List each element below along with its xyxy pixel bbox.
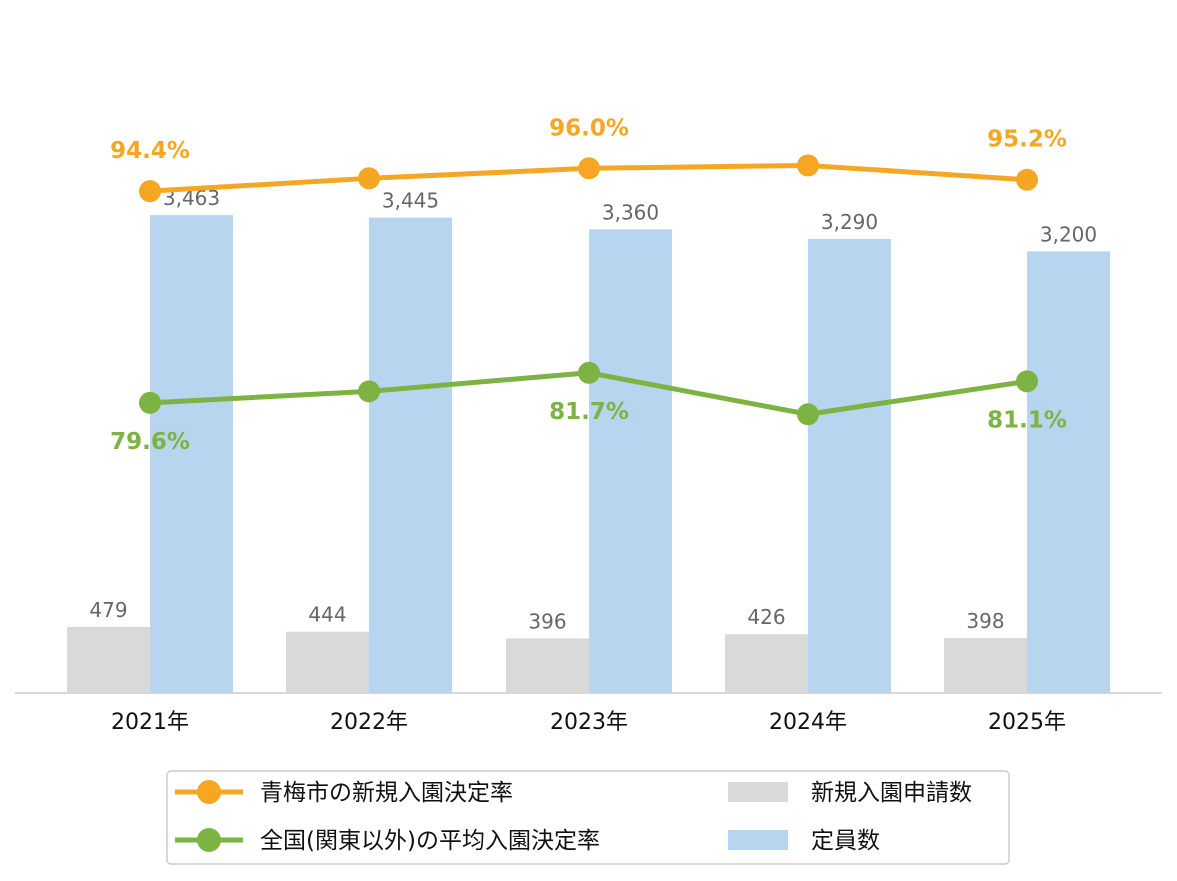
application-value-label-2: 444: [308, 603, 346, 627]
x-tick-label-5: 2025年: [988, 710, 1066, 735]
ome-rate-point-3: [578, 157, 600, 180]
application-value-label-4: 426: [747, 605, 785, 629]
capacity-bar-2: [369, 217, 452, 693]
x-tick-label-2: 2022年: [330, 710, 408, 735]
ome-rate-point-5: [1016, 168, 1038, 191]
application-value-label-3: 396: [528, 609, 566, 633]
application-bar-2: [286, 631, 369, 693]
application-bar-4: [725, 634, 808, 693]
national-rate-point-4: [797, 403, 819, 426]
application-bar-5: [944, 638, 1027, 693]
ome-rate-point-2: [358, 167, 380, 190]
capacity-bar-4: [808, 238, 891, 694]
legend-label-4: 定員数: [811, 828, 880, 854]
capacity-value-label-2: 3,445: [382, 189, 439, 213]
national-rate-point-1: [139, 391, 161, 414]
national-rate-label-5: 81.1%: [987, 407, 1067, 433]
legend-bar-swatch-2: [728, 782, 788, 802]
legend-label-1: 青梅市の新規入園決定率: [260, 780, 513, 806]
capacity-bar-5: [1027, 251, 1110, 693]
legend-bar-swatch-4: [728, 830, 788, 850]
application-value-label-5: 398: [966, 609, 1004, 633]
national-rate-label-1: 79.6%: [110, 429, 190, 455]
national-rate-label-3: 81.7%: [549, 399, 629, 425]
legend-label-2: 新規入園申請数: [811, 780, 972, 806]
application-value-label-1: 479: [89, 598, 127, 622]
capacity-value-label-5: 3,200: [1040, 222, 1097, 246]
ome-rate-label-1: 94.4%: [110, 138, 190, 164]
application-bar-1: [67, 626, 150, 693]
application-bar-3: [506, 638, 589, 693]
x-tick-label-3: 2023年: [550, 710, 628, 735]
legend-label-3: 全国(関東以外)の平均入園決定率: [260, 828, 600, 854]
national-rate-point-5: [1016, 370, 1038, 393]
capacity-bar-1: [150, 215, 233, 693]
capacity-value-label-4: 3,290: [821, 210, 878, 234]
national-rate-point-2: [358, 380, 380, 403]
national-rate-line-group: 79.6% 81.7% 81.1%: [110, 361, 1067, 455]
capacity-value-label-3: 3,360: [602, 200, 659, 224]
legend-marker-3: [197, 828, 221, 852]
ome-rate-point-4: [797, 154, 819, 177]
ome-rate-label-5: 95.2%: [987, 127, 1067, 153]
capacity-bar-3: [589, 229, 672, 693]
legend-marker-1: [197, 780, 221, 804]
x-tick-label-4: 2024年: [769, 710, 847, 735]
national-rate-point-3: [578, 361, 600, 384]
legend-box: [166, 770, 1010, 865]
ome-rate-line-group: 94.4% 96.0% 95.2%: [110, 115, 1067, 203]
ome-rate-point-1: [139, 180, 161, 203]
x-tick-label-1: 2021年: [111, 710, 189, 735]
ome-rate-label-3: 96.0%: [549, 115, 629, 141]
